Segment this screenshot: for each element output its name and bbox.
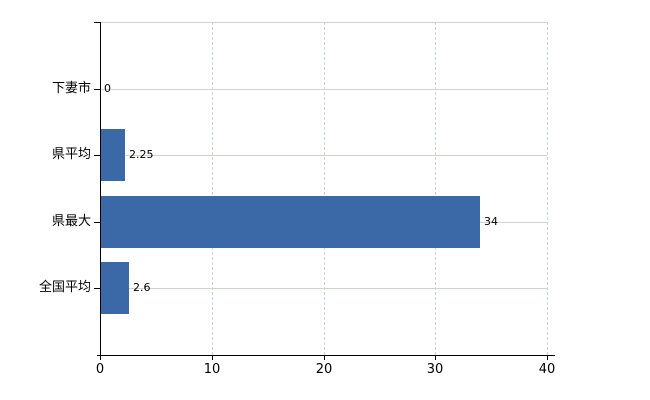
- y-axis-tick: [94, 222, 100, 223]
- plot-top-gridline: [100, 22, 547, 24]
- y-axis-tick: [94, 155, 100, 156]
- x-axis-tick: [324, 355, 325, 360]
- value-label: 0: [104, 82, 111, 95]
- data-bar: [101, 262, 129, 314]
- value-label: 2.25: [129, 148, 154, 161]
- y-axis-tick: [94, 89, 100, 90]
- category-label: 全国平均: [38, 280, 91, 295]
- x-gridline: [324, 22, 325, 355]
- category-label: 下妻市: [51, 81, 91, 96]
- category-gridline: [100, 89, 547, 91]
- x-tick-label: 20: [315, 362, 333, 377]
- x-axis-tick: [100, 355, 101, 360]
- x-gridline: [435, 22, 436, 355]
- x-axis-tick: [212, 355, 213, 360]
- y-axis-tick: [94, 288, 100, 289]
- category-gridline: [100, 288, 547, 290]
- x-axis-tick: [547, 355, 548, 360]
- x-gridline: [547, 22, 548, 355]
- x-tick-label: 30: [426, 362, 444, 377]
- category-gridline: [100, 155, 547, 157]
- data-bar: [101, 129, 125, 181]
- y-axis-top-tick: [94, 22, 100, 23]
- x-axis-tick: [435, 355, 436, 360]
- value-label: 2.6: [133, 281, 151, 294]
- x-axis: [97, 355, 555, 356]
- data-bar: [101, 196, 480, 248]
- x-tick-label: 10: [203, 362, 221, 377]
- category-label: 県最大: [51, 214, 91, 229]
- x-tick-label: 40: [538, 362, 556, 377]
- x-tick-label: 0: [95, 362, 105, 377]
- x-gridline: [212, 22, 213, 355]
- value-label: 34: [484, 215, 498, 228]
- category-label: 県平均: [51, 147, 91, 162]
- y-axis: [100, 22, 101, 355]
